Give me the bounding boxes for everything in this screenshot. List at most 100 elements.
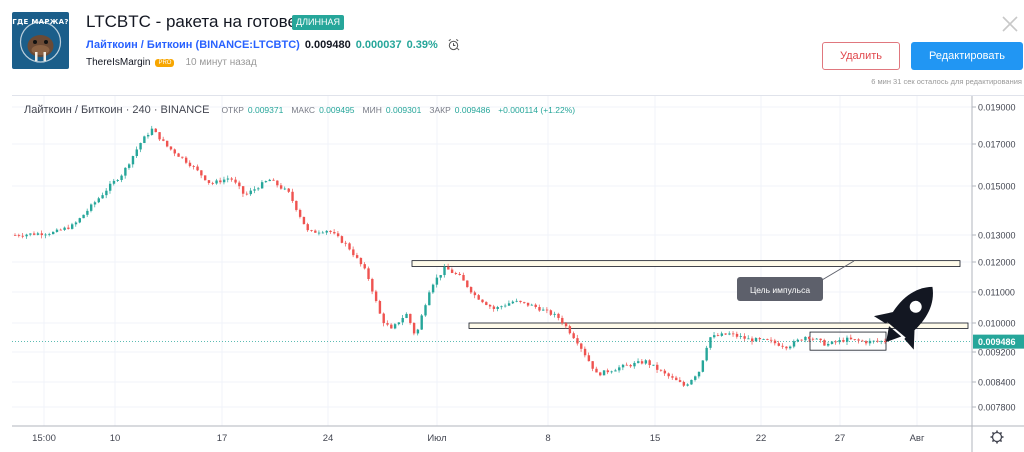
candle-body [363,264,366,269]
candle-body [93,202,97,205]
candle-body [549,310,553,315]
candle-body [268,179,271,182]
candle-body [196,166,199,171]
price-axis-label: 0.012000 [978,258,1016,268]
candle-body [215,180,218,184]
legend-open-label: ОТКР [221,105,244,115]
delete-button[interactable]: Удалить [822,42,900,70]
candle-body [428,292,431,306]
candle-body [462,274,465,281]
legend-high: 0.009495 [319,105,355,115]
candle-body [409,313,412,323]
gear-icon[interactable] [990,430,1004,444]
candle-body [530,304,534,306]
candle-body [105,190,108,196]
time-axis-label: 15:00 [32,433,56,444]
candle-body [74,222,78,225]
candle-body [59,229,62,231]
time-axis-label: 22 [756,433,767,444]
candle-body [447,266,450,270]
candle-body [192,166,195,167]
candle-body [443,266,446,276]
candle-body [302,216,306,225]
candle-body [849,337,853,340]
candle-body [340,236,344,243]
candle-body [314,230,317,233]
last-price-tag [973,334,1024,349]
time-axis-label: Авг [910,433,925,444]
avatar[interactable]: ГДЕ МАРЖА? [12,12,69,69]
candle-body [519,300,522,303]
chart-area[interactable]: 0.019000 0.017000 0.015000 0.013000 0.012000… [12,95,1024,452]
candle-body [770,339,773,341]
candle-body [162,139,165,141]
candle-body [67,227,70,229]
candle-body [785,346,788,349]
candle-body [36,233,40,235]
candle-body [112,180,116,184]
author-name[interactable]: ThereIsMargin [86,57,151,68]
candle-body [458,273,461,275]
candle-body [500,306,503,308]
candle-body [614,370,617,372]
candle-body [853,339,857,341]
candle-body [865,341,868,344]
candle-body [485,302,488,305]
candle-body [378,300,382,314]
candle-body [165,140,169,147]
candle-body [139,143,142,150]
candle-body [264,181,268,183]
candle-body [241,186,245,194]
publish-time: 10 минут назад [185,57,257,68]
candle-body [751,338,754,342]
close-icon[interactable] [1001,15,1019,33]
candle-body [633,362,636,367]
candle-body [150,128,154,135]
candle-body [686,384,689,386]
annotation-callout [737,277,823,301]
price-chart[interactable]: 0.019000 0.017000 0.015000 0.013000 0.012000… [12,96,1024,452]
candle-body [511,301,515,304]
candle-body [610,371,613,373]
candle-body [515,300,518,302]
candle-body [29,233,32,235]
candle-body [416,329,420,334]
candle-body [834,341,838,343]
edit-button[interactable]: Редактировать [911,42,1023,70]
candle-body [435,277,439,285]
candle-body [781,345,784,347]
time-axis-label: 27 [835,433,846,444]
candle-body [846,337,849,342]
candle-body [553,313,556,315]
legend-low: 0.009301 [385,105,422,115]
candle-body [424,305,427,316]
candle-body [682,381,686,386]
upper-box [411,260,961,267]
candle-body [40,233,43,236]
candle-body [667,373,670,377]
candle-body [359,257,363,265]
symbol-code: (BINANCE:LTCBTC) [195,38,300,51]
candle-body [747,338,750,340]
pro-badge: PRO [155,58,175,67]
symbol-name-link[interactable]: Лайткоин / Биткоин (BINANCE:LTCBTC) [86,39,300,51]
price-axis-label: 0.015000 [978,182,1016,192]
candle-body [124,167,127,176]
candle-body [542,309,545,311]
candle-body [701,360,705,372]
candle-body [279,185,283,189]
candle-body [743,336,746,339]
candle-body [200,170,203,176]
candle-body [116,180,119,181]
candle-body [291,191,294,201]
candle-body [245,193,249,195]
candle-body [397,322,401,325]
candle-body [412,322,416,334]
alarm-clock-icon[interactable] [447,38,460,51]
last-price-label: 0.009486 [978,337,1016,347]
candle-body [298,209,302,217]
candle-body [253,189,256,191]
time-axis-label: 17 [217,433,228,444]
candle-body [659,369,663,371]
candle-body [591,361,594,369]
